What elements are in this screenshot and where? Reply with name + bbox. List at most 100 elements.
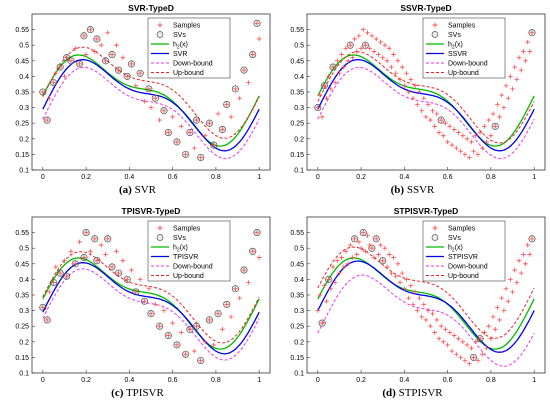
sample-point <box>363 42 368 48</box>
sample-point <box>202 339 208 345</box>
sample-point <box>523 261 528 267</box>
sample-point <box>324 298 329 304</box>
y-tick-label: 0.2 <box>19 136 29 143</box>
sample-point <box>109 52 115 57</box>
sample-point <box>438 323 444 329</box>
sample-point <box>339 255 344 260</box>
sample-point <box>187 130 193 135</box>
sample-point <box>326 74 331 79</box>
sample-point <box>412 289 418 295</box>
sample-point <box>178 330 184 335</box>
x-tick-label: 1 <box>532 377 536 383</box>
sample-point <box>358 245 364 251</box>
sample-point <box>124 74 130 79</box>
sample-point <box>166 130 171 135</box>
sample-point <box>518 270 524 276</box>
sample-point <box>382 42 388 48</box>
sample-point <box>527 252 533 257</box>
x-tick-label: 0.2 <box>356 174 366 180</box>
sample-point <box>347 242 353 248</box>
sample-point <box>453 351 459 357</box>
sample-point <box>395 58 401 64</box>
y-tick-label: 0.45 <box>15 261 29 268</box>
sample-point <box>343 46 349 51</box>
sample-point <box>477 130 483 135</box>
x-tick-label: 0.8 <box>211 377 221 383</box>
sample-point <box>315 308 321 313</box>
sample-point <box>330 64 336 70</box>
legend-label: Samples <box>173 226 201 233</box>
sample-point <box>103 58 108 64</box>
sample-point <box>516 55 522 60</box>
sample-point <box>525 39 530 45</box>
sample-point <box>436 336 442 341</box>
sample-point <box>371 49 377 54</box>
sample-point <box>510 86 515 92</box>
sample-point <box>432 330 437 335</box>
caption-svr: (a) SVR <box>0 184 275 196</box>
sample-point <box>386 46 392 51</box>
y-tick-label: 0.1 <box>294 371 304 378</box>
sample-point <box>389 64 394 70</box>
sample-point <box>503 286 509 292</box>
sample-point <box>332 280 338 285</box>
panel-ssvr: SSVR-TypeD 0.1 0.15 0.2 0.25 0.3 0.35 0.4 0.45 0.… <box>275 0 550 202</box>
sample-point <box>161 308 167 313</box>
y-tick-label: 0.15 <box>290 152 304 159</box>
sample-point <box>174 139 180 145</box>
sample-point <box>337 70 342 76</box>
sample-point <box>447 330 453 335</box>
sample-point <box>57 270 63 276</box>
caption-text: SVR <box>134 184 156 196</box>
sample-point <box>166 333 171 338</box>
sample-point <box>421 95 427 101</box>
sample-point <box>254 230 260 235</box>
sample-point <box>516 258 522 263</box>
sample-point <box>51 280 56 285</box>
sample-point <box>92 49 98 54</box>
down-bound-curve <box>42 268 260 361</box>
sample-point <box>194 117 199 123</box>
y-tick-label: 0.5 <box>294 43 304 50</box>
sample-point <box>129 267 134 273</box>
sample-point <box>460 133 466 138</box>
legend-label: Up-bound <box>448 70 479 77</box>
y-tick-label: 0.3 <box>19 105 29 112</box>
sample-point <box>51 80 56 85</box>
sample-point <box>495 102 500 107</box>
sample-point <box>406 295 411 301</box>
sample-point <box>367 46 373 51</box>
sample-point <box>399 64 405 70</box>
sample-point <box>92 236 98 242</box>
sample-point <box>315 105 321 110</box>
legend-box <box>422 220 506 282</box>
chart-title: TPISVR-TypeD <box>122 206 181 216</box>
sample-point <box>322 283 327 288</box>
legend-label-rest: (x) <box>455 245 463 252</box>
x-tick-label: 0.4 <box>399 377 409 383</box>
up-bound-curve <box>42 46 260 139</box>
sample-point <box>224 102 230 107</box>
sample-point <box>395 261 401 267</box>
sample-point <box>81 255 87 260</box>
sample-point <box>402 83 407 89</box>
x-tick-label: 0.8 <box>486 174 496 180</box>
sample-point <box>105 236 111 242</box>
chart-stpisvr: STPISVR-TypeD 0.1 0.15 0.2 0.25 0.3 0.35 0.4 0.4… <box>290 206 546 383</box>
y-tick-label: 0.1 <box>19 168 29 175</box>
legend-box <box>147 17 231 79</box>
y-tick-label: 0.3 <box>294 105 304 112</box>
chart-tpisvr: TPISVR-TypeD 0.1 0.15 0.2 0.25 0.3 0.35 0.4 0.45… <box>15 206 271 383</box>
sample-point <box>254 21 260 26</box>
sample-point <box>497 317 502 323</box>
sample-point <box>153 302 158 307</box>
sample-point <box>469 139 474 145</box>
sample-point <box>425 102 431 107</box>
y-tick-label: 0.15 <box>15 152 29 159</box>
caption-text: TPISVR <box>125 387 164 399</box>
sample-point <box>393 70 399 76</box>
y-tick-label: 0.4 <box>294 277 304 284</box>
sample-point <box>384 264 390 270</box>
sample-point <box>492 124 498 129</box>
sample-point <box>341 264 347 270</box>
